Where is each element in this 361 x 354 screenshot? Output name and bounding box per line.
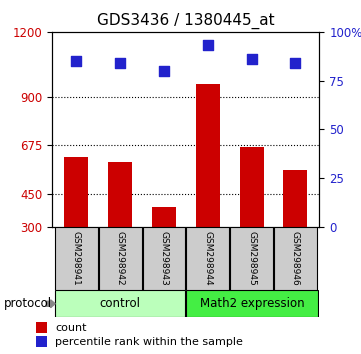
Text: GSM298944: GSM298944	[203, 231, 212, 286]
Text: count: count	[55, 322, 87, 332]
Text: GSM298942: GSM298942	[116, 231, 125, 286]
Bar	[64, 157, 88, 227]
Text: protocol: protocol	[4, 297, 52, 310]
Bar	[55, 227, 98, 290]
Text: GSM298945: GSM298945	[247, 231, 256, 286]
Bar	[152, 207, 176, 227]
Point	[161, 68, 167, 74]
Bar	[274, 227, 317, 290]
Text: percentile rank within the sample: percentile rank within the sample	[55, 337, 243, 347]
Bar	[108, 162, 132, 227]
Bar	[196, 84, 220, 227]
Bar	[36, 322, 47, 333]
Point	[117, 60, 123, 66]
Bar	[99, 227, 142, 290]
Point	[292, 60, 298, 66]
Bar	[186, 290, 318, 317]
Bar	[283, 170, 308, 227]
Text: Math2 expression: Math2 expression	[200, 297, 304, 310]
Point	[205, 43, 211, 48]
Text: GSM298941: GSM298941	[72, 231, 81, 286]
Text: GSM298946: GSM298946	[291, 231, 300, 286]
Point	[74, 58, 79, 64]
Bar	[55, 290, 186, 317]
Bar	[143, 227, 186, 290]
Point	[249, 56, 255, 62]
Bar	[240, 147, 264, 227]
Bar	[230, 227, 273, 290]
Title: GDS3436 / 1380445_at: GDS3436 / 1380445_at	[97, 13, 275, 29]
Text: GSM298943: GSM298943	[160, 231, 169, 286]
Bar	[36, 336, 47, 347]
Text: control: control	[100, 297, 141, 310]
Bar	[186, 227, 229, 290]
